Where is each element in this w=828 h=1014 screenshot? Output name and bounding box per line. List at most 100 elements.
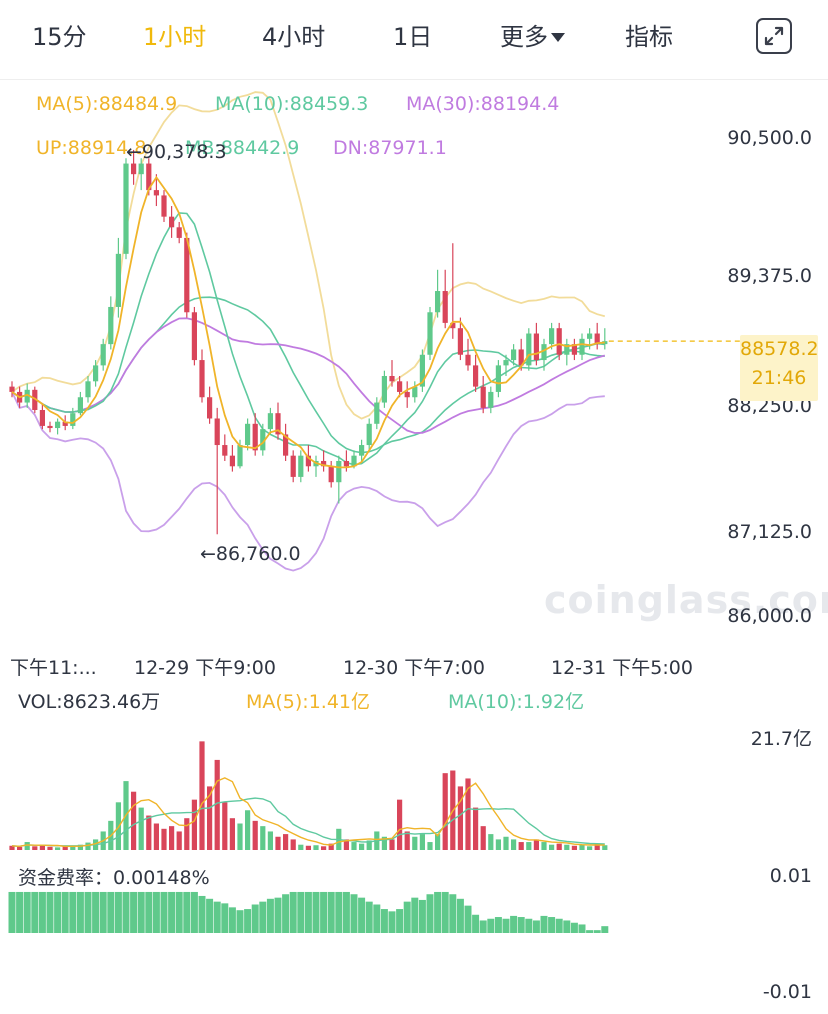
candle-body xyxy=(427,312,433,355)
volume-axis-max: 21.7亿 xyxy=(750,728,812,750)
funding-axis-bottom: -0.01 xyxy=(762,981,812,1003)
candle-body xyxy=(541,344,547,361)
funding-rate-bar xyxy=(289,891,297,933)
tab-15min[interactable]: 15分 xyxy=(32,23,87,51)
volume-bar xyxy=(571,845,577,850)
funding-rate-bar xyxy=(449,894,457,933)
time-axis-label: 12-29 下午9:00 xyxy=(134,657,276,679)
candle-body xyxy=(587,333,593,339)
funding-rate-bar xyxy=(23,891,31,933)
volume-bar xyxy=(62,846,68,850)
candle-body xyxy=(252,423,258,451)
expand-icon[interactable] xyxy=(756,18,792,54)
funding-rate-bar xyxy=(304,891,312,933)
funding-rate-bar xyxy=(502,918,510,933)
candle-body xyxy=(32,389,38,410)
candle-body xyxy=(571,344,577,355)
candle-body xyxy=(123,163,129,254)
price-axis-label: 89,375.0 xyxy=(727,265,812,287)
candle-body xyxy=(176,227,182,238)
candle-body xyxy=(115,253,121,307)
volume-bar xyxy=(328,843,334,850)
volume-bar xyxy=(533,839,539,850)
funding-rate-bar xyxy=(548,917,556,933)
volume-bar xyxy=(222,802,228,850)
funding-rate-bar xyxy=(441,891,449,933)
volume-bar xyxy=(176,831,182,850)
candle-body xyxy=(419,354,425,387)
funding-rate-bar xyxy=(358,897,366,933)
tab-4hour[interactable]: 4小时 xyxy=(262,23,326,51)
ma5-line xyxy=(11,175,605,469)
funding-rate-bar xyxy=(54,891,62,933)
volume-bar xyxy=(214,759,220,850)
volume-bar xyxy=(283,834,289,850)
candle-body xyxy=(222,445,228,456)
funding-rate-bar xyxy=(335,891,343,933)
candle-body xyxy=(283,434,289,456)
funding-rate-bar xyxy=(266,898,274,933)
volume-bar xyxy=(412,836,418,850)
funding-rate-bar xyxy=(274,897,282,933)
tab-1hour[interactable]: 1小时 xyxy=(143,23,207,51)
volume-bar xyxy=(518,842,524,850)
funding-rate-bar xyxy=(570,922,578,933)
volume-bar xyxy=(564,844,570,850)
candle-body xyxy=(473,365,479,387)
volume-bar xyxy=(526,842,532,850)
candle-body xyxy=(533,333,539,361)
volume-bar xyxy=(541,842,547,850)
funding-rate-bar xyxy=(494,917,502,933)
funding-rate-bar xyxy=(46,891,54,933)
candle-body xyxy=(184,237,190,313)
funding-rate-label: 资金费率：0.00148% xyxy=(18,867,210,889)
candle-body xyxy=(511,349,517,361)
volume-bar xyxy=(511,839,517,850)
funding-rate-bar xyxy=(320,891,328,933)
tab-more[interactable]: 更多 xyxy=(500,20,565,54)
funding-rate-bar xyxy=(297,891,305,933)
candle-body xyxy=(579,338,585,355)
time-axis-label: 12-31 下午5:00 xyxy=(551,657,693,679)
volume-bar xyxy=(495,839,501,850)
tab-indicators[interactable]: 指标 xyxy=(625,23,673,51)
candle-body xyxy=(169,216,175,228)
watermark: coinglass.com xyxy=(544,578,828,622)
funding-rate-bar xyxy=(532,920,540,933)
ma10-line xyxy=(11,212,605,466)
candle-body xyxy=(260,429,266,451)
legend-ma30: MA(30):88194.4 xyxy=(406,93,560,115)
volume-bar xyxy=(153,823,159,850)
legend-boll-up: UP:88914.8 xyxy=(36,137,147,159)
candle-countdown: 21:46 xyxy=(751,367,807,389)
legend-vol-ma10: MA(10):1.92亿 xyxy=(448,691,585,713)
caret-down-icon xyxy=(551,33,565,42)
candle-body xyxy=(488,391,494,408)
funding-rate-bar xyxy=(16,891,24,933)
volume-bar xyxy=(587,846,593,850)
funding-rate-bar xyxy=(175,891,183,933)
funding-rate-bar xyxy=(578,924,586,933)
price-axis-label: 86,000.0 xyxy=(727,605,812,627)
funding-rate-bar xyxy=(380,909,388,933)
candle-body xyxy=(526,333,532,366)
funding-rate-bar xyxy=(411,897,419,933)
funding-rate-bar xyxy=(563,920,571,933)
candle-body xyxy=(549,328,555,345)
legend-boll-dn: DN:87971.1 xyxy=(333,137,447,159)
volume-bar xyxy=(404,831,410,850)
candle-body xyxy=(321,460,327,467)
volume-bar xyxy=(488,834,494,850)
current-price-tag: 88578.2 21:46 xyxy=(740,335,819,401)
candle-body xyxy=(389,376,395,382)
candle-body xyxy=(191,312,197,361)
tab-1day[interactable]: 1日 xyxy=(393,23,433,51)
candle-body xyxy=(138,163,144,175)
volume-bar xyxy=(275,836,281,850)
candle-body xyxy=(47,425,53,429)
funding-rate-bar xyxy=(76,891,84,933)
volume-bar xyxy=(351,842,357,850)
funding-rate-bar xyxy=(190,891,198,933)
funding-rate-bar xyxy=(92,891,100,933)
